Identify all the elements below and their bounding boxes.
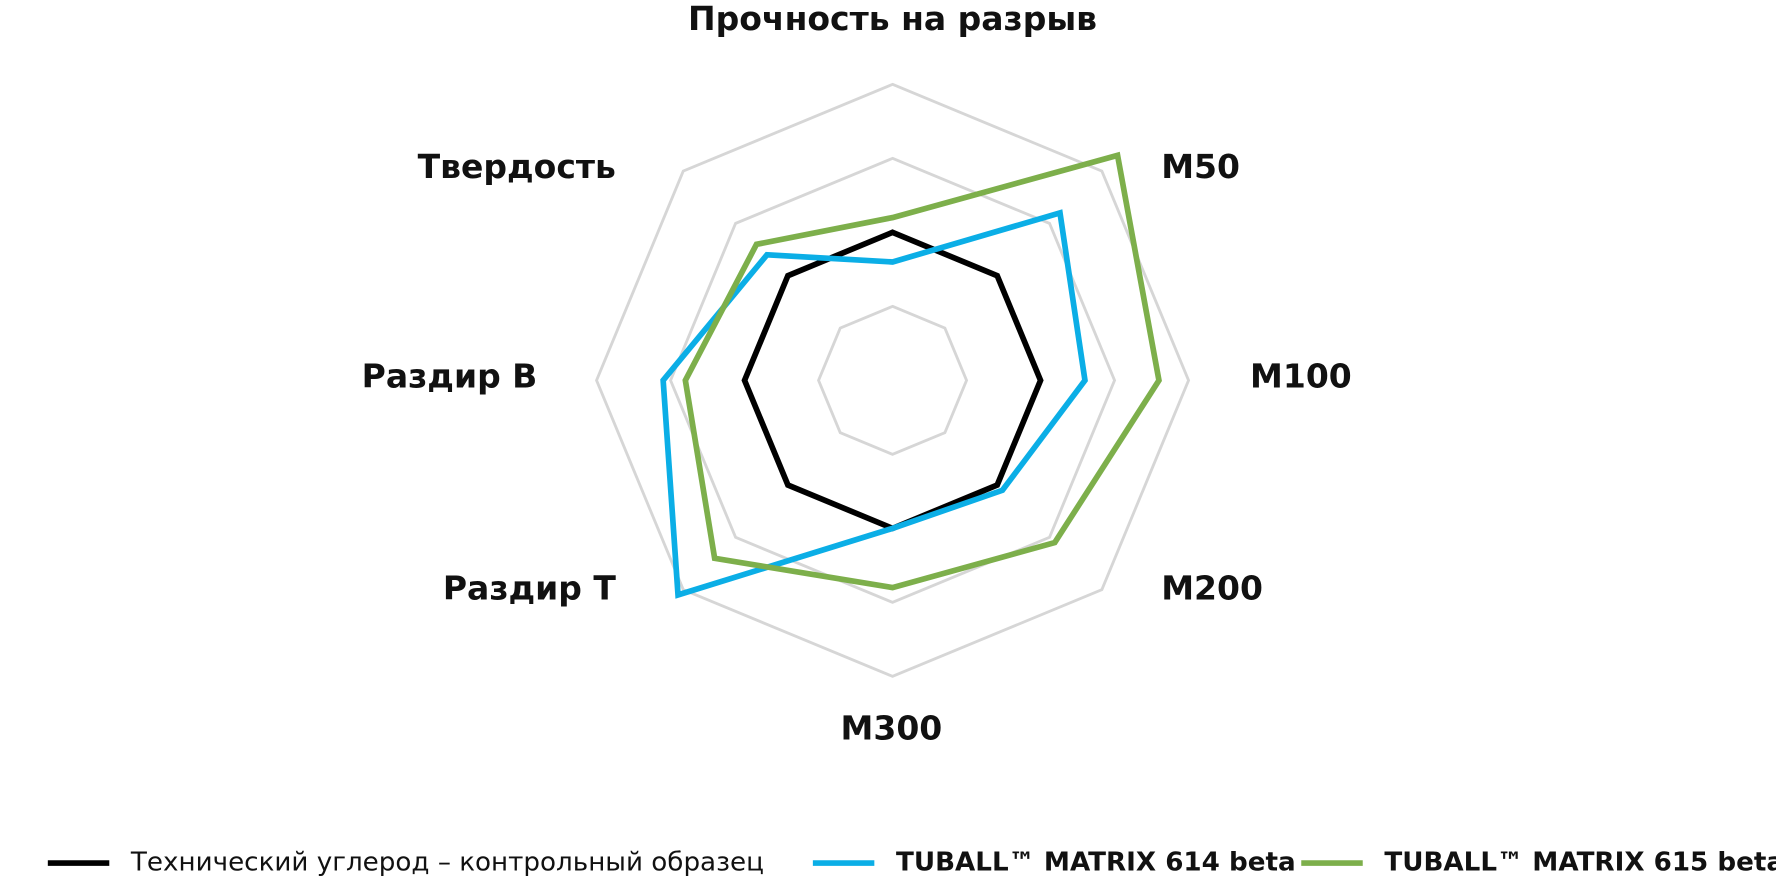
axis-label: M100 — [1250, 357, 1352, 396]
legend-label: Технический углерод – контрольный образе… — [130, 848, 764, 878]
axis-label: Раздир Т — [443, 568, 617, 607]
grid-ring — [669, 156, 1117, 604]
legend-label: TUBALL™ MATRIX 614 beta — [896, 848, 1296, 878]
axis-label: Прочность на разрыв — [688, 0, 1097, 38]
axis-label: Раздир В — [362, 357, 538, 396]
grid-ring — [817, 304, 969, 456]
axis-label: M300 — [841, 708, 943, 747]
axis-label: M50 — [1161, 147, 1240, 186]
legend-label: TUBALL™ MATRIX 615 beta — [1384, 848, 1776, 878]
series-line — [660, 209, 1088, 599]
axis-label: Твердость — [418, 147, 616, 186]
series-line — [741, 229, 1044, 532]
axis-label: M200 — [1161, 568, 1263, 607]
series-line — [682, 151, 1162, 591]
